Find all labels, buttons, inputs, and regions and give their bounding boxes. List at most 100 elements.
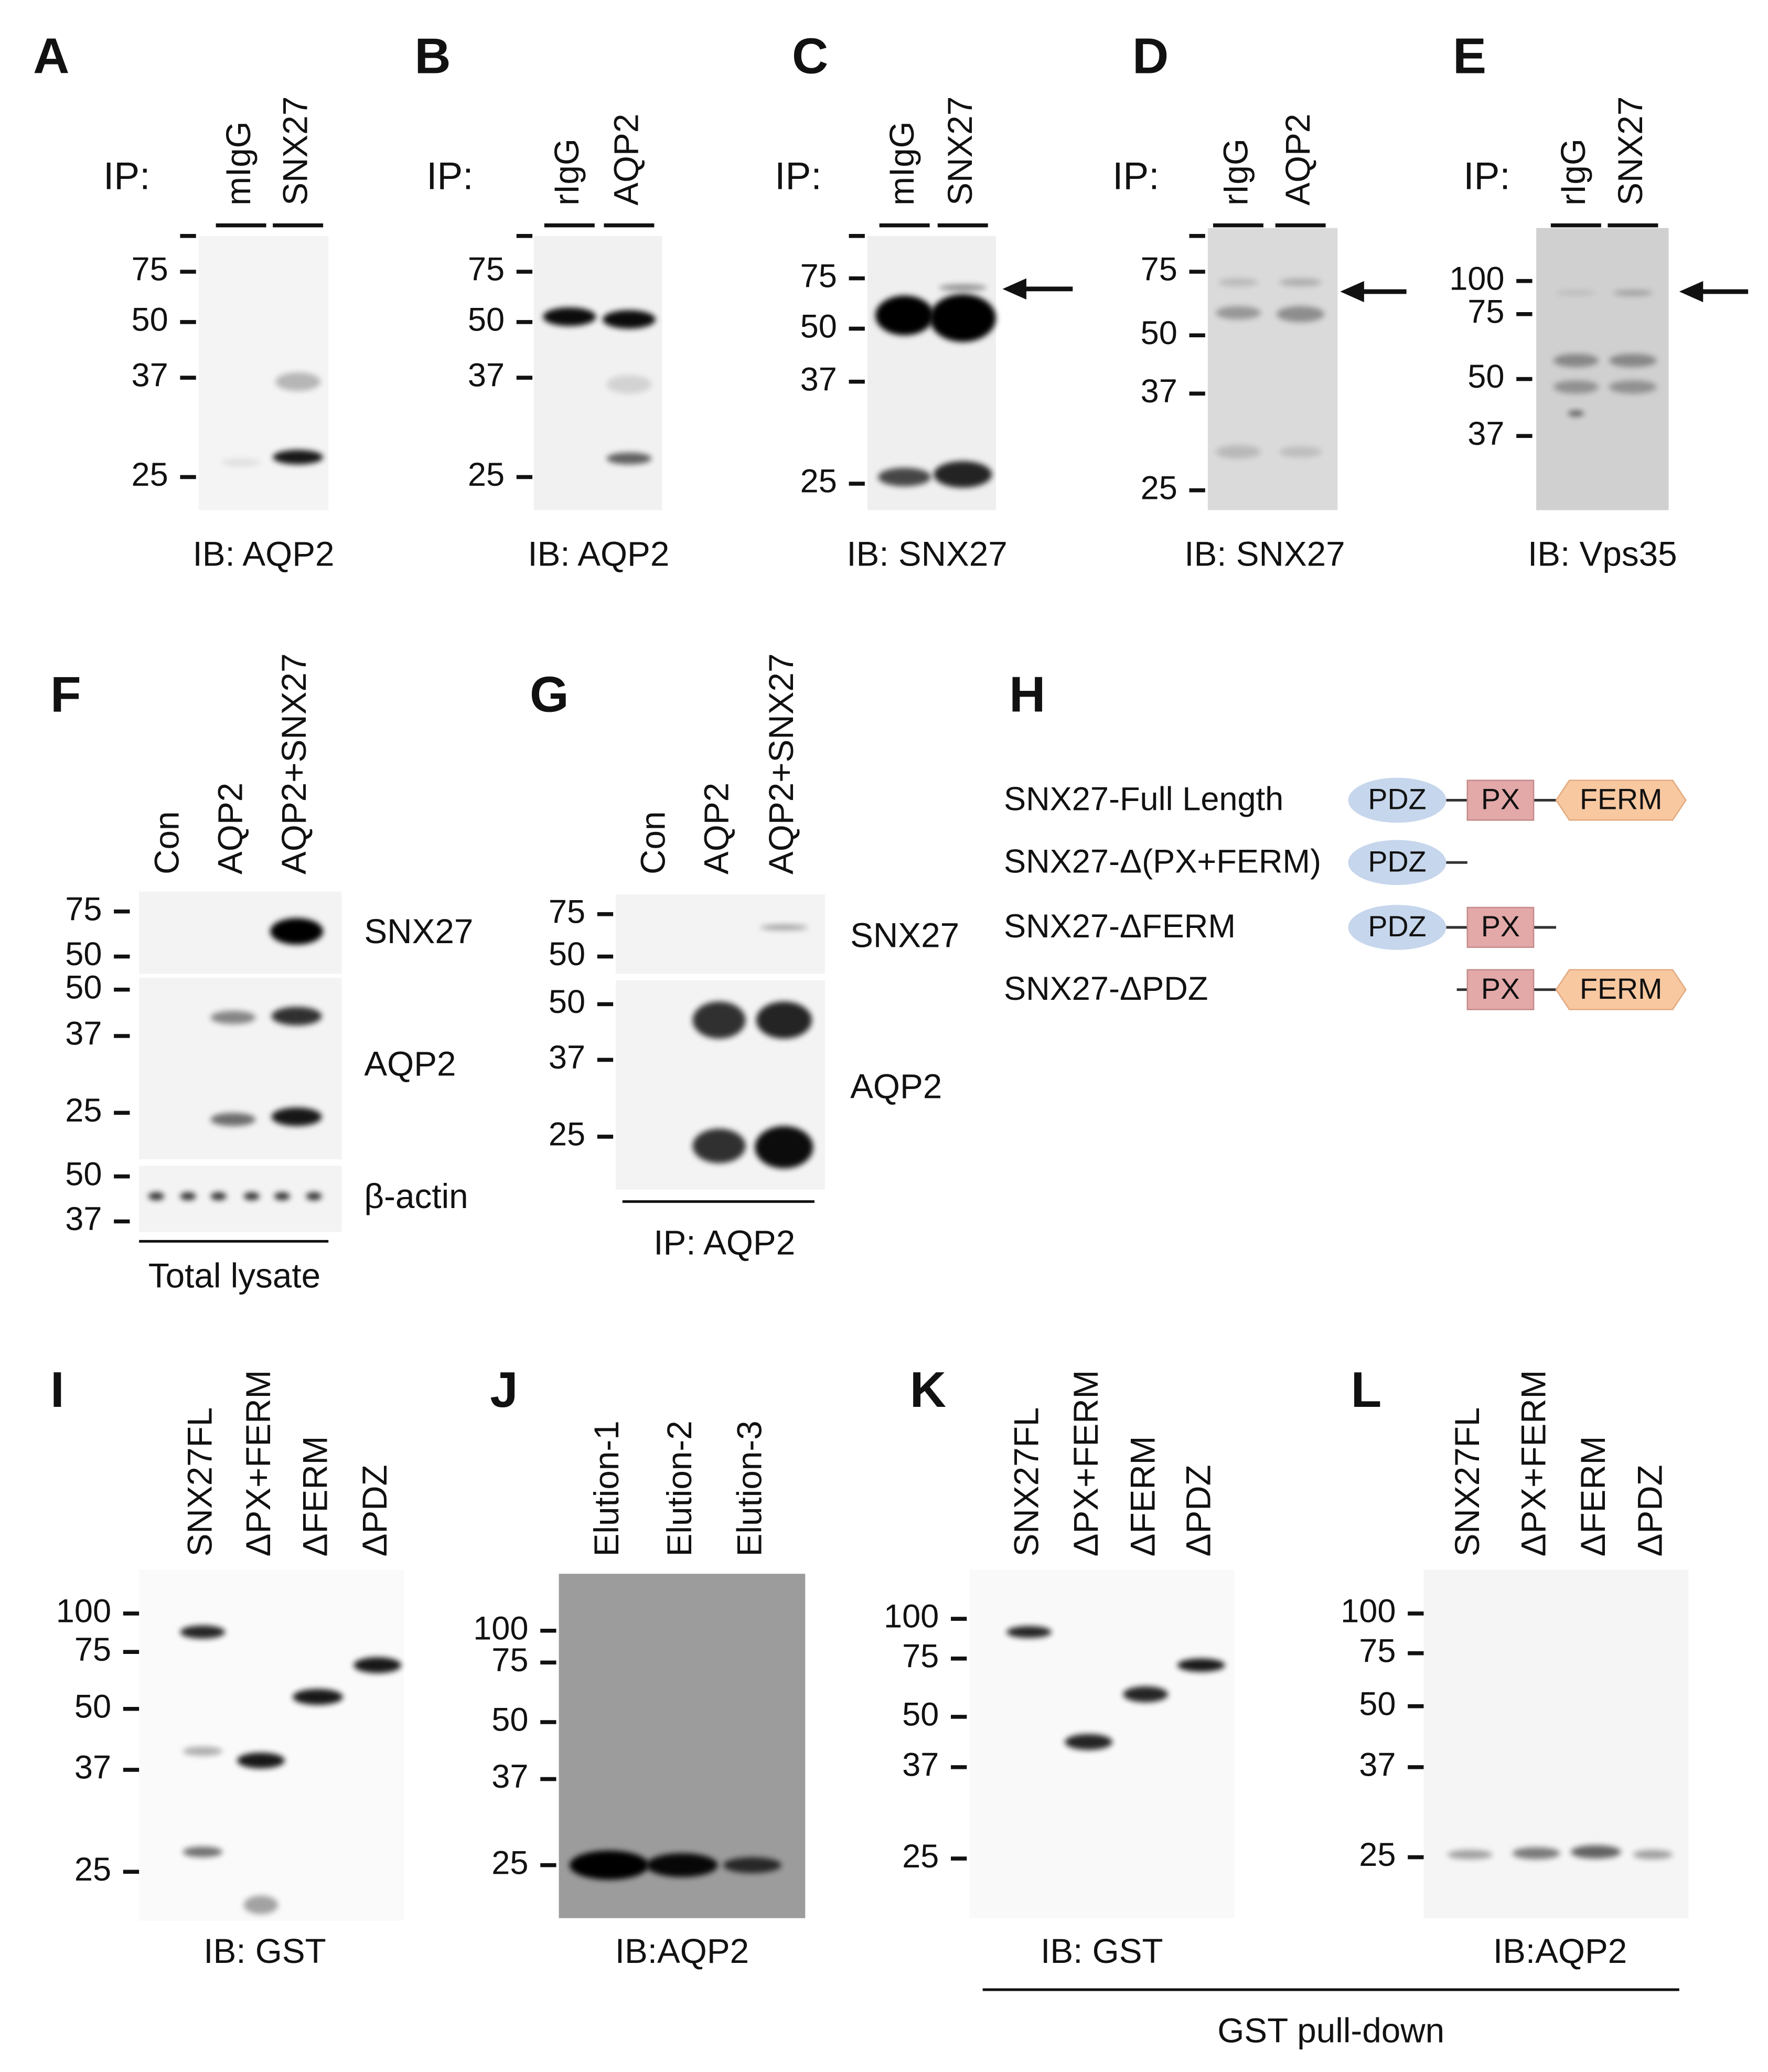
band	[1570, 1845, 1621, 1859]
marker-label: 75	[131, 251, 168, 288]
band	[180, 1625, 226, 1639]
marker-label: 37	[65, 1201, 102, 1237]
lane-label: ΔPX+FERM	[239, 1370, 277, 1557]
ip-label: IP:	[1463, 155, 1510, 198]
band	[1609, 380, 1657, 394]
panel-letter: C	[792, 28, 828, 84]
antibody-label: IB: AQP2	[192, 535, 334, 573]
band	[1613, 290, 1653, 296]
blot	[1207, 228, 1338, 510]
band	[1447, 1850, 1493, 1860]
lane-label: ΔPDZ	[356, 1465, 394, 1556]
band	[934, 461, 992, 488]
marker-label: 25	[74, 1851, 111, 1888]
band	[1556, 291, 1596, 295]
marker-label: 100	[1341, 1593, 1396, 1630]
band	[929, 294, 996, 342]
domain-label: FERM	[1580, 783, 1662, 816]
lane-label: AQP2	[697, 783, 735, 874]
construct-name: SNX27-ΔFERM	[1004, 908, 1236, 945]
ip-label: IP:	[1112, 155, 1160, 198]
marker-label: 50	[65, 969, 102, 1006]
marker-label: 37	[468, 357, 505, 394]
px-domain	[1466, 906, 1535, 948]
band	[271, 1107, 322, 1126]
panel-letter: D	[1132, 28, 1169, 84]
marker-label: 37	[491, 1758, 528, 1795]
domain-label: PX	[1481, 910, 1520, 943]
band	[1218, 278, 1258, 286]
marker-label: 37	[65, 1016, 102, 1052]
band	[243, 1192, 260, 1201]
band	[1279, 446, 1322, 457]
marker-label: 25	[1141, 469, 1177, 506]
band	[878, 467, 931, 487]
marker-label: 50	[1141, 315, 1177, 351]
band	[271, 1007, 322, 1026]
lane-label: SNX27	[276, 97, 314, 206]
band	[606, 452, 652, 465]
lane-label: AQP2+SNX27	[762, 653, 800, 874]
ip-label: IP:	[103, 155, 151, 198]
band	[755, 1126, 813, 1169]
marker-label: 37	[549, 1039, 585, 1076]
band	[274, 1192, 290, 1201]
marker-label: 50	[902, 1696, 939, 1733]
marker-label: 50	[65, 1156, 102, 1192]
pdz-domain	[1348, 777, 1446, 823]
marker-label: 50	[1359, 1685, 1396, 1722]
construct-name: SNX27-Full Length	[1004, 781, 1283, 818]
band	[293, 1689, 343, 1705]
lane-label: ΔFERM	[1124, 1436, 1162, 1557]
arrow-head	[1679, 281, 1703, 303]
marker-label: 37	[131, 357, 168, 394]
lane-label: rIgG	[1216, 138, 1255, 206]
lane-label: mIgG	[883, 121, 921, 205]
band	[1177, 1658, 1225, 1672]
band	[183, 1846, 223, 1857]
marker-label: 25	[1359, 1836, 1396, 1873]
blot	[1536, 228, 1669, 510]
lane-label: ΔPX+FERM	[1067, 1370, 1105, 1557]
lane-label: Elution-2	[660, 1421, 699, 1556]
blot	[198, 236, 329, 510]
marker-label: 75	[468, 251, 505, 288]
marker-label: 75	[800, 258, 837, 294]
marker-label: 25	[468, 456, 505, 493]
target-label: AQP2	[364, 1044, 456, 1083]
lane-label: ΔPX+FERM	[1514, 1370, 1552, 1557]
lane-label: Elution-3	[731, 1421, 769, 1556]
lane-label: SNX27FL	[181, 1407, 219, 1557]
band	[210, 1113, 256, 1126]
marker-label: 25	[131, 456, 168, 493]
band	[1279, 278, 1322, 286]
blot	[139, 1569, 404, 1921]
domain-label: FERM	[1580, 973, 1662, 1005]
band	[1553, 354, 1599, 367]
pdz-domain	[1348, 840, 1446, 885]
lane-label: SNX27FL	[1448, 1407, 1486, 1557]
marker-label: 25	[65, 1092, 102, 1129]
marker-label: 25	[800, 463, 837, 500]
lane-label: AQP2	[1279, 114, 1317, 206]
band	[692, 1001, 746, 1039]
caption: Total lysate	[148, 1256, 320, 1295]
footer-caption: GST pull-down	[1217, 2012, 1444, 2050]
band	[756, 1001, 812, 1039]
marker-label: 100	[473, 1610, 528, 1647]
band	[1512, 1847, 1560, 1860]
blot	[139, 1166, 342, 1232]
band	[1568, 411, 1584, 416]
marker-label: 75	[549, 893, 585, 930]
band	[183, 1746, 223, 1756]
band	[353, 1657, 402, 1673]
panel-letter: A	[33, 28, 69, 84]
domain-label: PDZ	[1368, 910, 1426, 943]
band	[939, 284, 987, 291]
band	[606, 375, 652, 394]
marker-label: 50	[74, 1688, 111, 1725]
marker-label: 75	[74, 1631, 111, 1668]
band	[148, 1192, 165, 1201]
panel-letter: G	[530, 666, 569, 722]
